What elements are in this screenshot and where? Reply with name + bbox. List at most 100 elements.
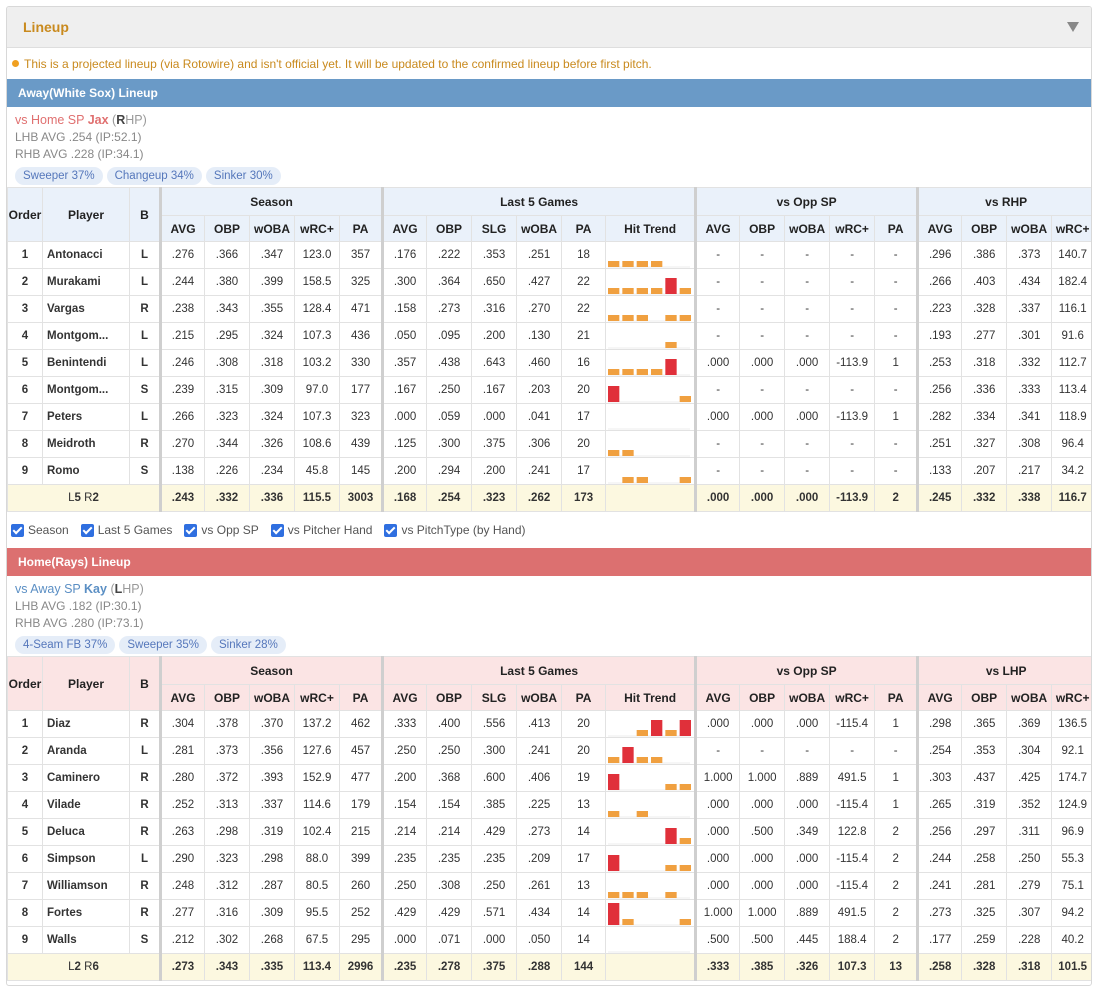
col-opp-avg[interactable]: AVG (694, 215, 741, 242)
checkbox-checked-icon[interactable] (184, 523, 198, 537)
col-season-woba[interactable]: wOBA (249, 684, 295, 711)
player-name[interactable]: Vargas (42, 295, 130, 323)
col-opp-woba[interactable]: wOBA (784, 684, 831, 711)
home-lineup-bar[interactable]: Home(Rays) Lineup (7, 548, 1091, 576)
pitch-type-pill[interactable]: Changeup 34% (106, 167, 202, 185)
player-name[interactable]: Meidroth (42, 430, 130, 458)
season-stat: 95.5 (294, 899, 340, 927)
filter-checkbox-vs-pitcher-hand[interactable]: vs Pitcher Hand (270, 523, 373, 537)
col-last5-woba[interactable]: wOBA (516, 684, 563, 711)
vs-opp-sp-stat: -115.4 (829, 791, 876, 819)
col-season-woba[interactable]: wOBA (249, 215, 295, 242)
last5-total: .375 (471, 953, 518, 981)
col-opp-pa[interactable]: PA (874, 684, 919, 711)
player-name[interactable]: Fortes (42, 899, 130, 927)
filter-checkbox-vs-opp-sp[interactable]: vs Opp SP (184, 523, 259, 537)
col-hand-avg[interactable]: AVG (916, 684, 963, 711)
sp-name[interactable]: Kay (84, 582, 107, 596)
vs-hand-stat: .403 (961, 268, 1008, 296)
player-name[interactable]: Peters (42, 403, 130, 431)
table-row: 5 Benintendi L .246.308.318 103.2 330.357.438… (7, 349, 1091, 377)
player-name[interactable]: Romo (42, 457, 130, 485)
col-order[interactable]: Order (7, 656, 43, 711)
col-opp-wrc-[interactable]: wRC+ (829, 684, 876, 711)
col-opp-obp[interactable]: OBP (739, 684, 786, 711)
col-bats[interactable]: B (129, 656, 161, 711)
col-last5-avg[interactable]: AVG (381, 215, 428, 242)
vs-hand-stat: .298 (916, 710, 963, 738)
pitch-type-pill[interactable]: Sweeper 35% (119, 636, 207, 654)
collapse-triangle-icon[interactable] (1067, 22, 1079, 32)
player-name[interactable]: Montgom... (42, 322, 130, 350)
checkbox-checked-icon[interactable] (384, 523, 398, 537)
hit-trend-bar (636, 287, 649, 294)
col-hand-woba[interactable]: wOBA (1006, 215, 1053, 242)
col-hand-obp[interactable]: OBP (961, 684, 1008, 711)
col-last5-woba[interactable]: wOBA (516, 215, 563, 242)
col-hand-woba[interactable]: wOBA (1006, 684, 1053, 711)
player-name[interactable]: Murakami (42, 268, 130, 296)
col-player[interactable]: Player (42, 187, 130, 242)
col-season-avg[interactable]: AVG (159, 215, 205, 242)
col-last5-obp[interactable]: OBP (426, 684, 473, 711)
pitch-type-pill[interactable]: Sinker 28% (210, 636, 286, 654)
col-season-wrc-[interactable]: wRC+ (294, 215, 340, 242)
vs-opp-sp-total: .000 (784, 484, 831, 512)
col-season-obp[interactable]: OBP (204, 684, 250, 711)
player-name[interactable]: Benintendi (42, 349, 130, 377)
pitch-type-pill[interactable]: Sinker 30% (205, 167, 281, 185)
player-name[interactable]: Williamson (42, 872, 130, 900)
card-header[interactable]: Lineup (7, 7, 1091, 48)
col-last5-hit-trend[interactable]: Hit Trend (605, 215, 697, 242)
checkbox-checked-icon[interactable] (11, 523, 24, 537)
col-opp-avg[interactable]: AVG (694, 684, 741, 711)
col-last5-obp[interactable]: OBP (426, 215, 473, 242)
filter-checkbox-last-5-games[interactable]: Last 5 Games (80, 523, 172, 537)
player-name[interactable]: Aranda (42, 737, 130, 765)
col-last5-pa[interactable]: PA (561, 215, 607, 242)
away-lineup-bar[interactable]: Away(White Sox) Lineup (7, 79, 1091, 107)
col-season-avg[interactable]: AVG (159, 684, 205, 711)
col-last5-slg[interactable]: SLG (471, 684, 518, 711)
sp-name[interactable]: Jax (87, 113, 109, 127)
player-name[interactable]: Walls (42, 926, 130, 954)
player-name[interactable]: Antonacci (42, 241, 130, 269)
filter-checkbox-season[interactable]: Season (11, 523, 69, 537)
col-hand-wrc-[interactable]: wRC+ (1051, 684, 1091, 711)
col-hand-obp[interactable]: OBP (961, 215, 1008, 242)
col-season-wrc-[interactable]: wRC+ (294, 684, 340, 711)
player-name[interactable]: Simpson (42, 845, 130, 873)
player-name[interactable]: Montgom... (42, 376, 130, 404)
last5-stat: .375 (471, 430, 518, 458)
col-bats[interactable]: B (129, 187, 161, 242)
player-name[interactable]: Deluca (42, 818, 130, 846)
col-opp-obp[interactable]: OBP (739, 215, 786, 242)
player-name[interactable]: Caminero (42, 764, 130, 792)
checkbox-label: vs Pitcher Hand (287, 523, 373, 537)
col-opp-pa[interactable]: PA (874, 215, 919, 242)
group-vs-hand: vs RHP (916, 187, 1091, 216)
col-last5-hit-trend[interactable]: Hit Trend (605, 684, 697, 711)
col-order[interactable]: Order (7, 187, 43, 242)
player-name[interactable]: Vilade (42, 791, 130, 819)
col-opp-wrc-[interactable]: wRC+ (829, 215, 876, 242)
col-opp-woba[interactable]: wOBA (784, 215, 831, 242)
season-stat: .238 (159, 295, 205, 323)
filter-checkbox-vs-pitchtype-by-hand[interactable]: vs PitchType (by Hand) (384, 523, 526, 537)
player-name[interactable]: Diaz (42, 710, 130, 738)
col-last5-pa[interactable]: PA (561, 684, 607, 711)
checkbox-checked-icon[interactable] (80, 523, 94, 537)
col-season-pa[interactable]: PA (338, 215, 384, 242)
col-hand-avg[interactable]: AVG (916, 215, 963, 242)
col-player[interactable]: Player (42, 656, 130, 711)
col-last5-avg[interactable]: AVG (381, 684, 428, 711)
col-hand-wrc-[interactable]: wRC+ (1051, 215, 1091, 242)
checkbox-checked-icon[interactable] (270, 523, 284, 537)
col-season-pa[interactable]: PA (338, 684, 384, 711)
hit-trend-bar (636, 260, 649, 267)
col-season-obp[interactable]: OBP (204, 215, 250, 242)
pitch-type-pill[interactable]: 4-Seam FB 37% (15, 636, 116, 654)
col-last5-slg[interactable]: SLG (471, 215, 518, 242)
vs-opp-sp-stat: - (829, 457, 876, 485)
pitch-type-pill[interactable]: Sweeper 37% (15, 167, 103, 185)
